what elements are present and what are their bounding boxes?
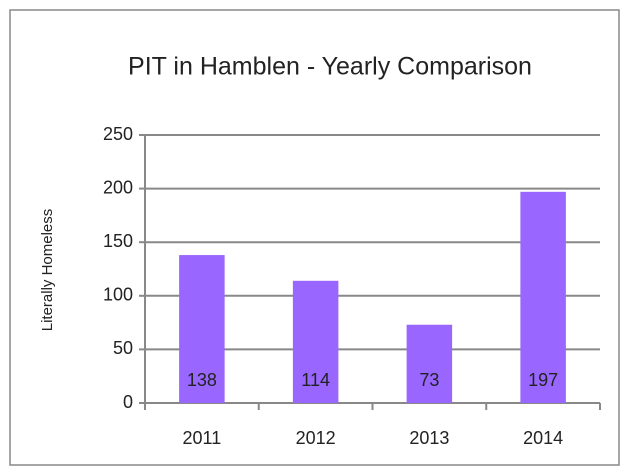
bar xyxy=(406,324,453,403)
data-label: 114 xyxy=(301,370,330,390)
y-tick-label: 250 xyxy=(103,124,133,144)
bar xyxy=(292,280,339,403)
x-tick-label: 2014 xyxy=(523,428,563,448)
data-label: 73 xyxy=(419,370,439,390)
y-axis-label: Literally Homeless xyxy=(39,209,56,332)
y-tick-label: 50 xyxy=(113,338,133,358)
x-tick-label: 2011 xyxy=(183,428,222,448)
bar xyxy=(520,191,566,403)
x-tick-label: 2013 xyxy=(409,428,449,448)
y-tick-label: 100 xyxy=(103,285,133,305)
data-label: 138 xyxy=(187,370,217,390)
chart-title: PIT in Hamblen - Yearly Comparison xyxy=(128,53,532,81)
x-tick-label: 2012 xyxy=(296,428,336,448)
bar xyxy=(179,255,225,403)
y-tick-label: 150 xyxy=(103,231,133,251)
y-tick-label: 200 xyxy=(103,177,133,197)
y-tick-label: 0 xyxy=(123,392,133,412)
data-label: 197 xyxy=(528,370,558,390)
